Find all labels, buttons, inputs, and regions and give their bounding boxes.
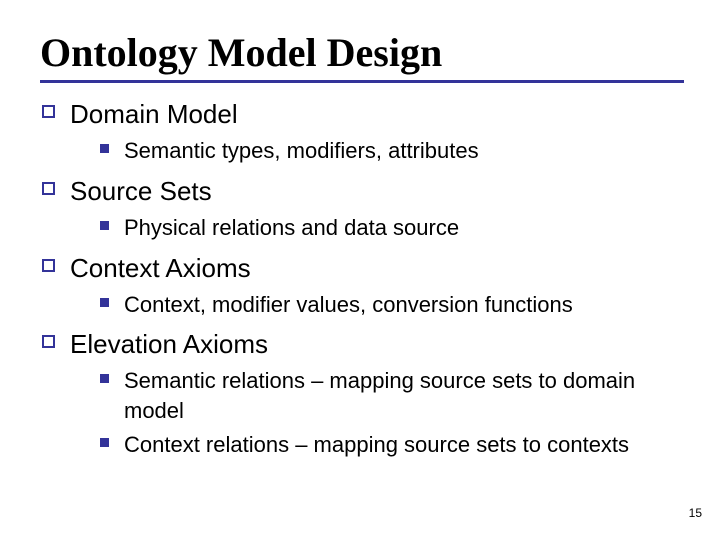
slide-title: Ontology Model Design <box>40 32 684 74</box>
solid-square-bullet-icon <box>100 298 109 307</box>
inner-list: Semantic relations – mapping source sets… <box>70 366 684 459</box>
list-item: Source Sets Physical relations and data … <box>40 174 684 243</box>
section-label: Domain Model <box>70 99 238 129</box>
hollow-square-bullet-icon <box>42 335 55 348</box>
page-number: 15 <box>689 506 702 520</box>
title-underline <box>40 80 684 83</box>
item-text: Physical relations and data source <box>124 215 459 240</box>
item-text: Context, modifier values, conversion fun… <box>124 292 573 317</box>
inner-list: Physical relations and data source <box>70 213 684 243</box>
solid-square-bullet-icon <box>100 144 109 153</box>
inner-list: Context, modifier values, conversion fun… <box>70 290 684 320</box>
list-item: Semantic types, modifiers, attributes <box>100 136 684 166</box>
section-label: Context Axioms <box>70 253 251 283</box>
solid-square-bullet-icon <box>100 221 109 230</box>
slide: Ontology Model Design Domain Model Seman… <box>0 0 720 540</box>
section-label: Elevation Axioms <box>70 329 268 359</box>
hollow-square-bullet-icon <box>42 182 55 195</box>
item-text: Context relations – mapping source sets … <box>124 432 629 457</box>
list-item: Elevation Axioms Semantic relations – ma… <box>40 327 684 459</box>
hollow-square-bullet-icon <box>42 105 55 118</box>
outer-list: Domain Model Semantic types, modifiers, … <box>40 97 684 460</box>
item-text: Semantic types, modifiers, attributes <box>124 138 479 163</box>
inner-list: Semantic types, modifiers, attributes <box>70 136 684 166</box>
section-label: Source Sets <box>70 176 212 206</box>
list-item: Semantic relations – mapping source sets… <box>100 366 684 425</box>
solid-square-bullet-icon <box>100 438 109 447</box>
list-item: Context, modifier values, conversion fun… <box>100 290 684 320</box>
hollow-square-bullet-icon <box>42 259 55 272</box>
solid-square-bullet-icon <box>100 374 109 383</box>
list-item: Context relations – mapping source sets … <box>100 430 684 460</box>
list-item: Domain Model Semantic types, modifiers, … <box>40 97 684 166</box>
list-item: Context Axioms Context, modifier values,… <box>40 251 684 320</box>
item-text: Semantic relations – mapping source sets… <box>124 368 635 423</box>
list-item: Physical relations and data source <box>100 213 684 243</box>
